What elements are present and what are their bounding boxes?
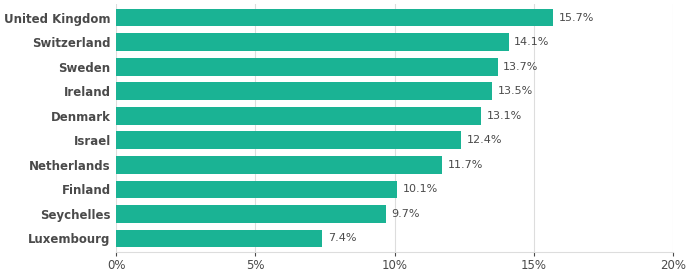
Bar [116,107,481,124]
Bar [116,181,397,198]
Text: 7.4%: 7.4% [328,233,356,243]
Text: 11.7%: 11.7% [447,160,483,170]
Text: 13.5%: 13.5% [497,86,533,96]
Bar [116,230,322,247]
Bar [116,131,462,149]
Bar [116,83,492,100]
Bar [116,205,386,223]
Bar [116,156,442,174]
Text: 13.7%: 13.7% [503,62,538,72]
Text: 14.1%: 14.1% [514,37,549,47]
Bar [116,9,553,26]
Bar [116,58,497,76]
Text: 10.1%: 10.1% [403,184,438,194]
Text: 12.4%: 12.4% [467,135,502,145]
Text: 15.7%: 15.7% [559,13,594,23]
Bar [116,33,509,51]
Text: 13.1%: 13.1% [486,111,522,121]
Text: 9.7%: 9.7% [392,209,420,219]
